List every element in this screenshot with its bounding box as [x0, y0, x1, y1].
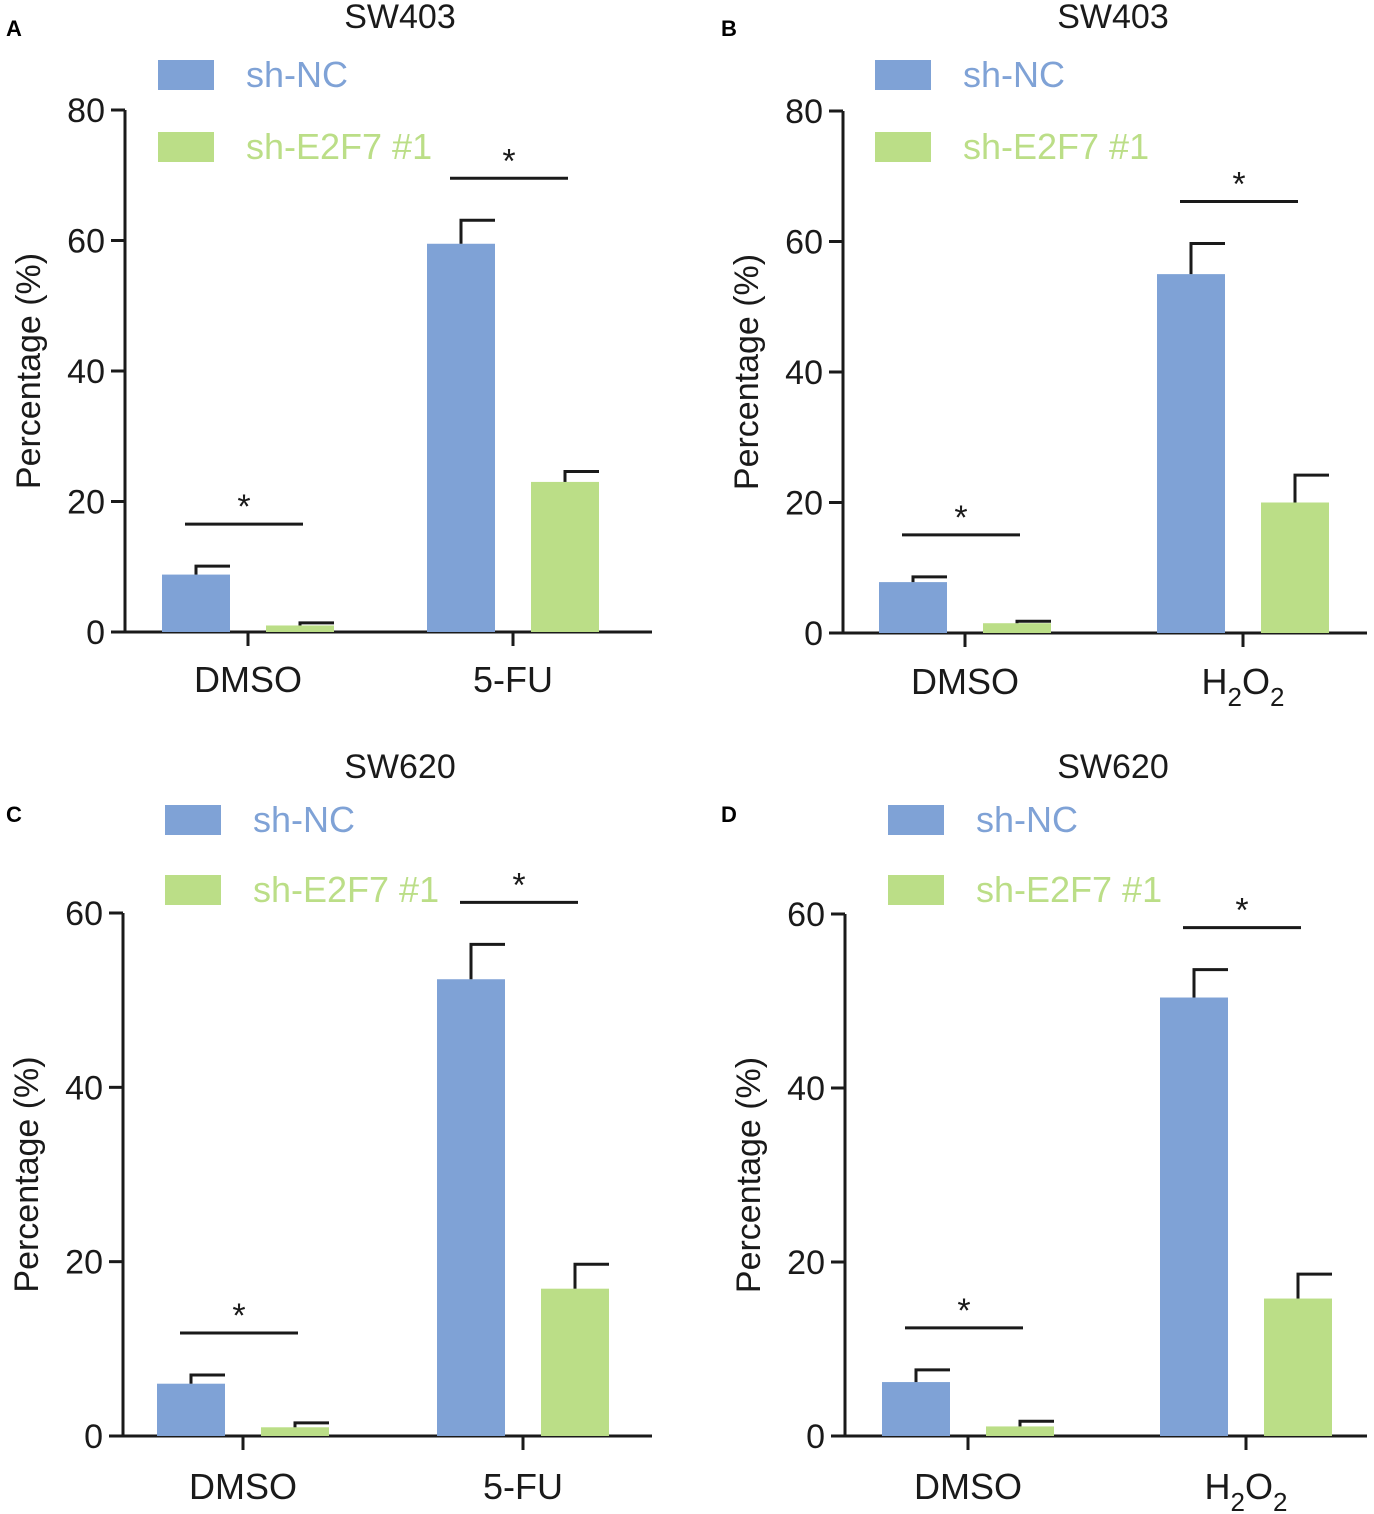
- bar-sh-nc: [1157, 274, 1225, 633]
- y-tick-label: 40: [785, 354, 823, 392]
- bar-sh-nc: [437, 979, 505, 1436]
- formula-part: H: [1202, 661, 1228, 702]
- legend-label-sh-nc: sh-NC: [976, 799, 1078, 840]
- y-tick-label: 60: [787, 896, 825, 934]
- panel-letter: C: [6, 802, 22, 827]
- legend-label-sh-nc: sh-NC: [246, 54, 348, 95]
- y-tick-label: 0: [86, 614, 105, 652]
- x-tick-label: H2O2: [1205, 1466, 1288, 1514]
- x-tick-label: 5-FU: [483, 1466, 563, 1507]
- panel-letter: A: [6, 16, 22, 41]
- panel-letter: B: [721, 16, 737, 41]
- y-tick-label: 0: [804, 615, 823, 653]
- legend-label-sh-e2f7: sh-E2F7 #1: [246, 126, 432, 167]
- y-tick-label: 40: [787, 1070, 825, 1108]
- chart-title: SW403: [344, 0, 456, 36]
- y-tick-label: 80: [67, 92, 105, 130]
- x-tick-label: H2O2: [1202, 661, 1285, 712]
- y-tick-label: 20: [67, 484, 105, 522]
- legend-label-sh-e2f7: sh-E2F7 #1: [253, 869, 439, 910]
- y-tick-label: 20: [65, 1244, 103, 1282]
- legend-swatch-sh-e2f7: [888, 875, 944, 905]
- y-tick-label: 20: [787, 1244, 825, 1282]
- significance-star: *: [957, 1292, 970, 1330]
- y-axis-label: Percentage (%): [728, 254, 766, 490]
- y-tick-label: 40: [67, 353, 105, 391]
- legend-label-sh-e2f7: sh-E2F7 #1: [963, 126, 1149, 167]
- bar-sh-nc: [1160, 997, 1228, 1436]
- significance-star: *: [1235, 892, 1248, 930]
- y-axis-label: Percentage (%): [730, 1057, 768, 1293]
- legend-swatch-sh-nc: [158, 60, 214, 90]
- formula-part: O: [1242, 661, 1270, 702]
- chart-title: SW620: [1057, 748, 1169, 786]
- y-tick-label: 20: [785, 485, 823, 523]
- chart-title: SW620: [344, 748, 456, 786]
- panel-b: B SW403 sh-NC sh-E2F7 #1 0 20 40 60 80 Percentage…: [721, 0, 1367, 712]
- panel-a: A SW403 sh-NC sh-E2F7 #1 0 20 40 60 80 Percentage…: [6, 0, 652, 700]
- y-tick-label: 60: [785, 224, 823, 262]
- legend-label-sh-nc: sh-NC: [963, 54, 1065, 95]
- y-tick-label: 80: [785, 93, 823, 131]
- bar-sh-e2f7: [266, 625, 334, 632]
- panel-letter: D: [721, 802, 737, 827]
- legend-swatch-sh-e2f7: [875, 132, 931, 162]
- y-axis-label: Percentage (%): [10, 253, 48, 489]
- bar-sh-e2f7: [541, 1288, 609, 1436]
- y-tick-label: 40: [65, 1069, 103, 1107]
- legend-swatch-sh-e2f7: [158, 132, 214, 162]
- x-tick-label: DMSO: [189, 1466, 297, 1507]
- y-tick-label: 60: [65, 895, 103, 933]
- chart-title: SW403: [1057, 0, 1169, 36]
- subscript: 2: [1228, 682, 1242, 712]
- x-tick-label: DMSO: [911, 661, 1019, 702]
- formula-part: H: [1205, 1466, 1231, 1507]
- bar-sh-nc: [162, 574, 230, 632]
- panel-c: C SW620 sh-NC sh-E2F7 #1 0 20 40 60 Percentage (…: [6, 748, 652, 1507]
- x-tick-label: DMSO: [914, 1466, 1022, 1507]
- significance-star: *: [237, 488, 250, 526]
- bar-sh-e2f7: [986, 1426, 1054, 1436]
- subscript: 2: [1270, 682, 1284, 712]
- legend-swatch-sh-nc: [888, 805, 944, 835]
- y-tick-label: 0: [84, 1418, 103, 1456]
- panel-d: D SW620 sh-NC sh-E2F7 #1 0 20 40 60 Percentage (…: [721, 748, 1367, 1514]
- x-tick-label: DMSO: [194, 659, 302, 700]
- bar-sh-nc: [882, 1382, 950, 1436]
- x-tick-label: 5-FU: [473, 659, 553, 700]
- subscript: 2: [1273, 1487, 1287, 1514]
- legend-label-sh-e2f7: sh-E2F7 #1: [976, 869, 1162, 910]
- legend-swatch-sh-nc: [875, 60, 931, 90]
- legend-label-sh-nc: sh-NC: [253, 799, 355, 840]
- y-axis-label: Percentage (%): [8, 1056, 46, 1292]
- significance-star: *: [1232, 165, 1245, 203]
- subscript: 2: [1231, 1487, 1245, 1514]
- legend-swatch-sh-nc: [165, 805, 221, 835]
- bar-sh-nc: [879, 582, 947, 633]
- y-tick-label: 60: [67, 223, 105, 261]
- y-tick-label: 0: [806, 1418, 825, 1456]
- bar-sh-nc: [427, 243, 495, 632]
- significance-star: *: [954, 499, 967, 537]
- significance-star: *: [512, 866, 525, 904]
- bar-sh-e2f7: [531, 481, 599, 632]
- bar-sh-e2f7: [1264, 1298, 1332, 1436]
- bar-sh-nc: [157, 1383, 225, 1436]
- significance-star: *: [232, 1297, 245, 1335]
- bar-sh-e2f7: [983, 623, 1051, 633]
- significance-star: *: [502, 142, 515, 180]
- bar-sh-e2f7: [1261, 502, 1329, 633]
- bar-sh-e2f7: [261, 1427, 329, 1436]
- legend-swatch-sh-e2f7: [165, 875, 221, 905]
- formula-part: O: [1245, 1466, 1273, 1507]
